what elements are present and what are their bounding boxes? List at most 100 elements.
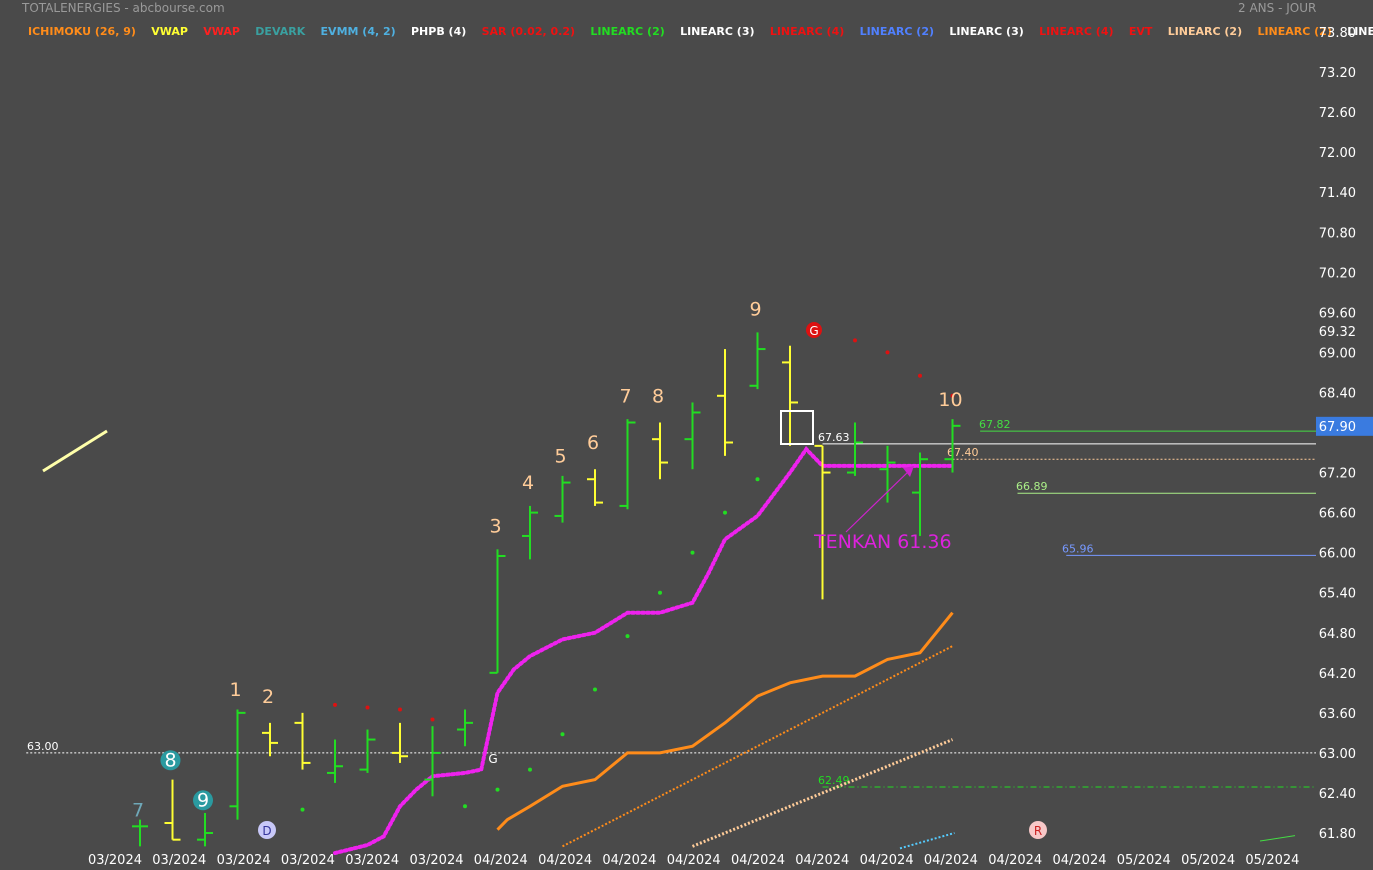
sar-dot-green — [593, 687, 597, 692]
linearc-cyan — [899, 832, 955, 850]
ohlc-bar — [457, 709, 473, 747]
x-tick-label: 03/2024 — [217, 853, 271, 868]
x-tick-label: 04/2024 — [860, 853, 914, 868]
y-tick-label: 69.32 — [1319, 325, 1356, 340]
count-label: 9 — [197, 789, 209, 811]
indicator-legend: ICHIMOKU (26, 9) VWAP VWAP DEVARK EVMM (… — [28, 25, 1373, 38]
sar-dot-red — [853, 338, 857, 343]
ohlc-bar — [327, 739, 343, 783]
y-tick-label: 64.80 — [1319, 627, 1356, 642]
ohlc-bar — [847, 422, 863, 476]
sar-dot-green — [463, 804, 467, 809]
sar-dot-red — [430, 717, 435, 722]
x-tick-label: 04/2024 — [538, 853, 592, 868]
ohlc-bar — [424, 726, 441, 797]
indicator-label: LINEARC (3) — [949, 25, 1039, 38]
x-tick-label: 03/2024 — [409, 853, 463, 868]
g-low-label: G — [488, 752, 497, 766]
count-badge — [193, 790, 213, 811]
y-tick-label: 73.80 — [1319, 26, 1356, 41]
g-marker-label: G — [809, 324, 818, 338]
g-marker-icon — [806, 322, 822, 338]
x-tick-label: 04/2024 — [1052, 853, 1106, 868]
sar-dot-red — [398, 707, 402, 712]
last-price-box — [1316, 416, 1373, 436]
count-label: 1 — [229, 679, 241, 701]
x-tick-label: 05/2024 — [1181, 853, 1235, 868]
ohlc-bar — [359, 729, 376, 773]
x-tick-label: 04/2024 — [731, 853, 785, 868]
ohlc-bar — [912, 452, 928, 536]
sar-dot-red — [365, 705, 370, 710]
y-tick-label: 66.60 — [1319, 507, 1356, 522]
ohlc-bar — [717, 349, 733, 456]
y-tick-label: 63.00 — [1319, 747, 1356, 762]
indicator-label: LINEARC (3) — [680, 25, 770, 38]
x-tick-label: 04/2024 — [795, 853, 849, 868]
sar-dot-green — [690, 550, 695, 555]
x-tick-label: 04/2024 — [602, 853, 656, 868]
x-tick-label: 03/2024 — [152, 853, 206, 868]
sar-dot-red — [885, 350, 890, 355]
indicator-label: LINEARC (4) — [770, 25, 860, 38]
indicator-label: ICHIMOKU (26, 9) — [28, 25, 151, 38]
linearc-orange — [562, 645, 953, 848]
level-label: 66.89 — [1016, 480, 1048, 493]
y-tick-label: 69.60 — [1319, 306, 1356, 321]
header-period: 2 ANS - JOUR — [1238, 1, 1317, 15]
y-tick-label: 66.00 — [1319, 547, 1356, 562]
ohlc-bar — [294, 712, 311, 770]
count-label: 8 — [164, 749, 176, 771]
x-tick-label: 04/2024 — [924, 853, 978, 868]
ohlc-bar — [652, 422, 668, 480]
indicator-label: VWAP — [151, 25, 203, 38]
count-badge — [160, 750, 181, 771]
sar-dot-green — [625, 634, 630, 639]
count-label: 5 — [554, 446, 566, 468]
sar-dot-green — [723, 510, 727, 515]
sar-dot-red — [918, 373, 922, 378]
ohlc-bar — [814, 444, 831, 600]
sar-dot-green — [495, 787, 500, 792]
x-tick-label: 05/2024 — [1245, 853, 1299, 868]
tenkan-arrowhead — [903, 466, 914, 477]
r-marker-label: R — [1034, 824, 1042, 838]
ohlc-bar — [619, 419, 636, 510]
ohlc-bar — [684, 402, 701, 470]
indicator-label: SAR (0.02, 0.2) — [482, 25, 591, 38]
indicator-label: LINEARC (3) — [1347, 25, 1373, 38]
selection-box — [780, 410, 814, 445]
count-label: 3 — [489, 516, 501, 538]
y-tick-label: 70.20 — [1319, 266, 1356, 281]
indicator-label: PHPB (4) — [411, 25, 482, 38]
y-tick-label: 73.20 — [1319, 66, 1356, 81]
indicator-label: LINEARC (4) — [1039, 25, 1129, 38]
ohlc-bar — [782, 345, 798, 446]
y-tick-label: 67.20 — [1319, 467, 1356, 482]
sar-dot-green — [755, 477, 760, 482]
y-tick-label: 67.90 — [1319, 420, 1356, 435]
x-tick-label: 04/2024 — [667, 853, 721, 868]
d-marker-label: D — [262, 824, 271, 838]
y-tick-label: 63.60 — [1319, 707, 1356, 722]
count-label: 6 — [587, 432, 599, 454]
y-tick-label: 69.00 — [1319, 346, 1356, 361]
ohlc-bar — [132, 819, 148, 847]
x-tick-label: 03/2024 — [345, 853, 399, 868]
count-label: 10 — [938, 389, 962, 411]
x-tick-label: 04/2024 — [474, 853, 528, 868]
ohlc-bar — [587, 469, 603, 506]
y-tick-label: 61.80 — [1319, 827, 1356, 842]
level-label: 67.63 — [818, 431, 850, 444]
count-label: 2 — [262, 686, 274, 708]
ohlc-bar — [262, 722, 278, 757]
tenkan-pointer — [845, 469, 911, 533]
y-tick-label: 71.40 — [1319, 186, 1356, 201]
indicator-label: LINEARC (2) — [1168, 25, 1258, 38]
sar-dot-green — [658, 590, 662, 595]
d-marker-icon — [258, 821, 276, 839]
sar-dot-green — [300, 807, 305, 812]
linearc-peach — [691, 738, 954, 848]
